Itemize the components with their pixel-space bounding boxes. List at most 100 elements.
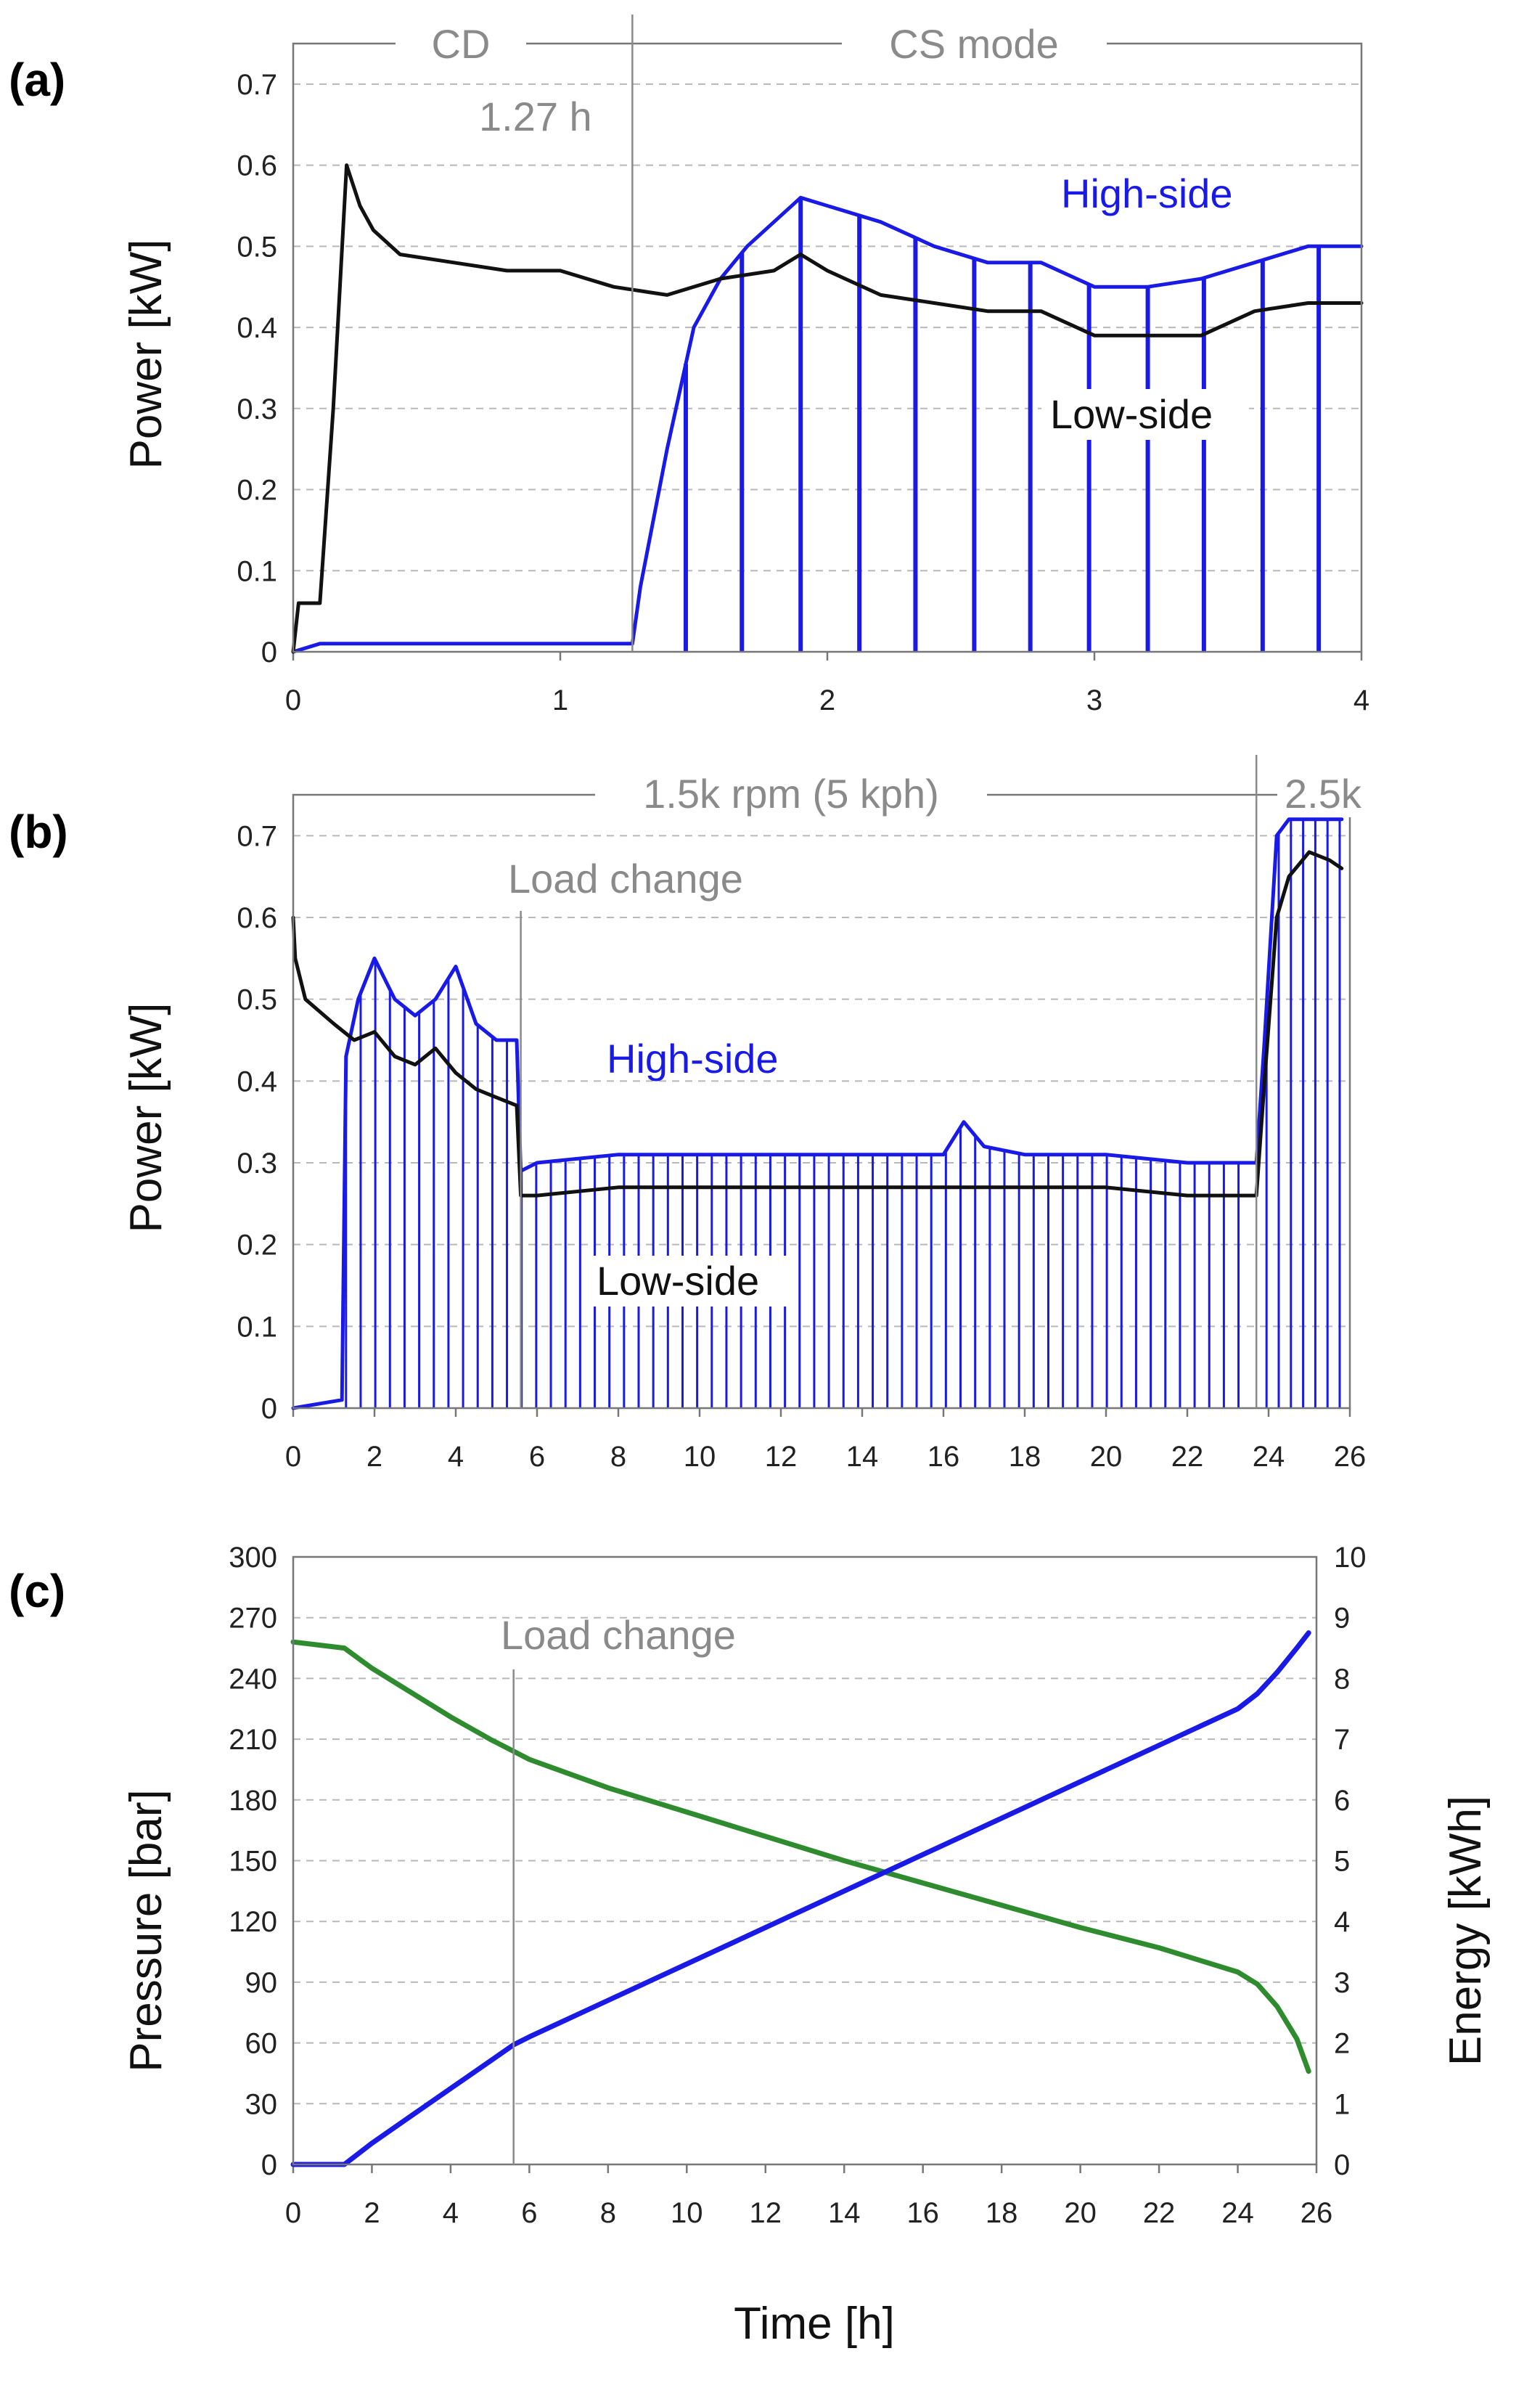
x-tick-label: 12 (765, 1441, 798, 1473)
panel-c-series (290, 1630, 1311, 2167)
panel-a: (a) Power [kW] 0 0.1 0.2 0.3 0.4 0.5 0.6 0.7 0 1… (9, 15, 1369, 716)
y-right-tick-label: 2 (1334, 2028, 1350, 2060)
x-tick-label: 6 (521, 2197, 537, 2229)
panel-a-low-side-label: Low-side (1050, 391, 1213, 437)
y-tick-label: 0 (261, 1393, 277, 1425)
panel-a-series (291, 163, 1364, 654)
y-tick-label: 150 (229, 1846, 277, 1878)
panel-c-x-ticks: 0 2 4 6 8 10 12 14 16 18 20 22 24 26 (285, 2164, 1332, 2229)
panel-b-y-axis-label: Power [kW] (121, 1003, 171, 1233)
x-tick-label: 6 (529, 1441, 545, 1473)
panel-b-low-side-label-bg (588, 1256, 795, 1307)
y-tick-label: 0.4 (237, 1066, 277, 1097)
x-tick-label: 2 (366, 1441, 382, 1473)
panel-b-low-side-label: Low-side (597, 1258, 759, 1304)
panel-c-load-change-label: Load change (501, 1612, 736, 1658)
panel-a-cd-label: CD (432, 21, 491, 67)
panel-a-cd-label-bg (396, 25, 526, 68)
y-tick-label: 0.2 (237, 475, 277, 507)
x-tick-label: 20 (1064, 2197, 1097, 2229)
y-right-tick-label: 3 (1334, 1967, 1350, 1999)
x-tick-label: 1 (552, 684, 568, 716)
y-tick-label: 120 (229, 1906, 277, 1938)
y-tick-label: 210 (229, 1724, 277, 1756)
y-right-tick-label: 7 (1334, 1724, 1350, 1756)
y-tick-label: 0.6 (237, 150, 277, 182)
panel-b-y-ticks: 0 0.1 0.2 0.3 0.4 0.5 0.6 0.7 (237, 820, 277, 1425)
x-tick-label: 2 (819, 684, 835, 716)
x-tick-label: 20 (1090, 1441, 1123, 1473)
panel-a-cs-mode-label-bg (842, 25, 1107, 68)
y-tick-label: 0.2 (237, 1230, 277, 1262)
low-side-series-line (291, 163, 1364, 654)
y-right-tick-label: 9 (1334, 1603, 1350, 1635)
panel-b-speed-high-label: 2.5k (1285, 771, 1362, 817)
y-tick-label: 0.7 (237, 820, 277, 852)
x-tick-label: 18 (986, 2197, 1018, 2229)
energy-series-line (290, 1630, 1311, 2167)
y-right-tick-label: 0 (1334, 2149, 1350, 2181)
panel-a-cs-mode-label: CS mode (889, 21, 1058, 67)
y-tick-label: 0.6 (237, 902, 277, 934)
panel-a-x-ticks: 0 1 2 3 4 (285, 652, 1369, 716)
y-right-tick-label: 1 (1334, 2088, 1350, 2120)
x-tick-label: 0 (285, 684, 301, 716)
y-right-tick-label: 6 (1334, 1785, 1350, 1817)
y-tick-label: 90 (245, 1967, 278, 1999)
panel-b-speed-high-label-bg (1277, 775, 1393, 817)
panel-a-y-axis-label: Power [kW] (121, 240, 171, 470)
y-tick-label: 270 (229, 1603, 277, 1635)
x-tick-label: 12 (750, 2197, 782, 2229)
x-tick-label: 2 (364, 2197, 380, 2229)
panel-b-speed-low-label-bg (595, 775, 987, 817)
high-side-series-line (291, 817, 1344, 1410)
y-tick-label: 180 (229, 1785, 277, 1817)
panel-c-right-y-axis-label: Energy [kWh] (1441, 1796, 1491, 2066)
x-tick-label: 4 (1353, 684, 1369, 716)
x-tick-label: 0 (285, 2197, 301, 2229)
y-right-tick-label: 5 (1334, 1846, 1350, 1878)
pressure-series-line (290, 1639, 1311, 2074)
high-side-series-line (291, 195, 1364, 654)
panel-c-plot-frame (292, 1555, 1318, 2166)
x-tick-label: 14 (846, 1441, 879, 1473)
panel-c-gridlines (293, 1616, 1316, 2105)
panel-b-speed-low-label: 1.5k rpm (5 kph) (643, 771, 939, 817)
y-tick-label: 0.3 (237, 1148, 277, 1179)
x-tick-label: 10 (671, 2197, 703, 2229)
y-tick-label: 0.4 (237, 312, 277, 344)
y-tick-label: 0.1 (237, 555, 277, 587)
panel-b: (b) Power [kW] 0 0.1 0.2 0.3 0.4 0.5 0.6 0.7 0 2… (9, 755, 1393, 1473)
y-tick-label: 60 (245, 2028, 278, 2060)
panel-b-gridlines (293, 835, 1350, 1328)
y-tick-label: 0.7 (237, 69, 277, 101)
y-tick-label: 30 (245, 2088, 278, 2120)
panel-b-label: (b) (9, 806, 68, 858)
y-tick-label: 0 (261, 637, 277, 668)
x-tick-label: 24 (1221, 2197, 1254, 2229)
x-tick-label: 22 (1171, 1441, 1204, 1473)
panel-c-left-y-ticks: 0 30 60 90 120 150 180 210 240 270 300 (229, 1542, 277, 2181)
panel-b-series (291, 817, 1344, 1410)
panel-a-high-side-label: High-side (1061, 171, 1233, 216)
panel-c-x-axis-label: Time [h] (734, 2299, 895, 2349)
y-right-tick-label: 4 (1334, 1906, 1350, 1938)
panel-a-plot-frame (292, 42, 1363, 653)
x-tick-label: 8 (600, 2197, 616, 2229)
y-tick-label: 300 (229, 1542, 277, 1574)
x-tick-label: 4 (443, 2197, 459, 2229)
y-tick-label: 0.5 (237, 231, 277, 263)
x-tick-label: 16 (906, 2197, 939, 2229)
x-tick-label: 0 (285, 1441, 301, 1473)
x-tick-label: 8 (610, 1441, 626, 1473)
panel-a-low-side-label-bg (1041, 389, 1249, 440)
panel-a-switch-time-label: 1.27 h (479, 94, 592, 139)
y-tick-label: 0 (261, 2149, 277, 2181)
low-side-series-line (291, 850, 1344, 1198)
panel-c: (c) Pressure [bar] Energy [kWh] Time [h]… (9, 1542, 1491, 2349)
x-tick-label: 16 (927, 1441, 960, 1473)
y-right-tick-label: 8 (1334, 1663, 1350, 1695)
x-tick-label: 26 (1334, 1441, 1367, 1473)
x-tick-label: 18 (1009, 1441, 1041, 1473)
